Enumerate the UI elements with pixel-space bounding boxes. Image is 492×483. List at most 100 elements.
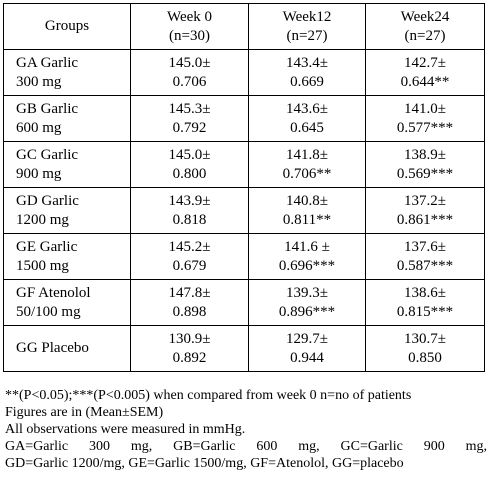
- mean-value: 145.2±: [168, 238, 211, 255]
- value-cell: 145.3± 0.792: [130, 95, 249, 142]
- value-cell: 143.9± 0.818: [130, 187, 249, 234]
- mean-value: 138.9±: [404, 146, 446, 163]
- sem-value: 0.898: [172, 303, 207, 320]
- mean-value: 137.6±: [404, 238, 446, 255]
- group-cell: GD Garlic 1200 mg: [3, 187, 131, 234]
- value-cell: 137.6± 0.587***: [365, 233, 485, 280]
- group-label: 300 mg: [16, 73, 62, 90]
- blood-pressure-table: Groups Week 0 (n=30) Week12 (n=27) Week2…: [3, 3, 485, 372]
- sem-value: 0.896***: [278, 303, 336, 320]
- sem-value: 0.644**: [400, 73, 450, 90]
- sem-value: 0.669: [290, 73, 324, 90]
- mean-value: 137.2±: [404, 192, 446, 209]
- footnote-legend-line1: GA=Garlic 300 mg, GB=Garlic 600 mg, GC=G…: [5, 439, 487, 454]
- group-label: 1500 mg: [16, 257, 69, 274]
- mean-value: 143.4±: [286, 54, 328, 71]
- mean-value: 143.6±: [286, 100, 328, 117]
- value-cell: 145.2± 0.679: [130, 233, 249, 280]
- table-row: GC Garlic 900 mg 145.0± 0.800 141.8± 0.706** 1…: [3, 141, 485, 188]
- sem-value: 0.792: [172, 119, 207, 136]
- value-cell: 138.9± 0.569***: [365, 141, 485, 188]
- group-label: GF Atenolol: [16, 284, 91, 301]
- group-cell: GF Atenolol 50/100 mg: [3, 279, 131, 326]
- group-cell: GG Placebo: [3, 325, 131, 372]
- group-label: GA Garlic: [16, 54, 79, 71]
- sem-value: 0.818: [172, 211, 207, 228]
- group-label: GB Garlic: [16, 100, 79, 117]
- mean-value: 138.6±: [404, 284, 446, 301]
- value-cell: 145.0± 0.800: [130, 141, 249, 188]
- header-label: Week 0: [166, 8, 213, 25]
- group-label: GC Garlic: [16, 146, 79, 163]
- table-row: GD Garlic 1200 mg 143.9± 0.818 140.8± 0.811**…: [3, 187, 485, 234]
- value-cell: 145.0± 0.706: [130, 49, 249, 96]
- value-cell: 139.3± 0.896***: [248, 279, 366, 326]
- header-label: Week12: [282, 8, 332, 25]
- header-label: Groups: [44, 18, 90, 34]
- header-n: (n=27): [286, 27, 328, 44]
- sem-value: 0.800: [172, 165, 207, 182]
- sem-value: 0.861***: [396, 211, 454, 228]
- footnote-significance: **(P<0.05);***(P<0.005) when compared fr…: [5, 388, 412, 403]
- group-label: 50/100 mg: [16, 303, 81, 320]
- sem-value: 0.706**: [282, 165, 332, 182]
- sem-value: 0.587***: [396, 257, 454, 274]
- sem-value: 0.811**: [282, 211, 332, 228]
- value-cell: 138.6± 0.815***: [365, 279, 485, 326]
- mean-value: 147.8±: [168, 284, 211, 301]
- table-row: GE Garlic 1500 mg 145.2± 0.679 141.6 ± 0.696*…: [3, 233, 485, 280]
- header-n: (n=30): [169, 27, 210, 44]
- footnote-units: All observations were measured in mmHg.: [5, 422, 246, 437]
- value-cell: 141.0± 0.577***: [365, 95, 485, 142]
- sem-value: 0.815***: [396, 303, 454, 320]
- sem-value: 0.569***: [396, 165, 454, 182]
- header-label: Week24: [400, 8, 450, 25]
- footnote-figures: Figures are in (Mean±SEM): [5, 405, 164, 420]
- footnote-legend-line2: GD=Garlic 1200/mg, GE=Garlic 1500/mg, GF…: [5, 456, 404, 471]
- group-label: 900 mg: [16, 165, 62, 182]
- sem-value: 0.850: [408, 349, 442, 366]
- group-label: GD Garlic: [16, 192, 79, 209]
- value-cell: 141.6 ± 0.696***: [248, 233, 366, 280]
- value-cell: 130.9± 0.892: [130, 325, 249, 372]
- group-cell: GE Garlic 1500 mg: [3, 233, 131, 280]
- table-row: GG Placebo 130.9± 0.892 129.7± 0.944 130.7± 0.…: [3, 325, 485, 372]
- group-cell: GA Garlic 300 mg: [3, 49, 131, 96]
- group-cell: GC Garlic 900 mg: [3, 141, 131, 188]
- value-cell: 140.8± 0.811**: [248, 187, 366, 234]
- sem-value: 0.679: [172, 257, 207, 274]
- header-week0: Week 0 (n=30): [130, 3, 249, 50]
- table-row: GA Garlic 300 mg 145.0± 0.706 143.4± 0.669 142…: [3, 49, 485, 96]
- group-label: GG Placebo: [16, 340, 89, 356]
- value-cell: 142.7± 0.644**: [365, 49, 485, 96]
- value-cell: 137.2± 0.861***: [365, 187, 485, 234]
- value-cell: 130.7± 0.850: [365, 325, 485, 372]
- table-row: GB Garlic 600 mg 145.3± 0.792 143.6± 0.645 141…: [3, 95, 485, 142]
- mean-value: 141.6 ±: [284, 238, 330, 255]
- mean-value: 129.7±: [286, 330, 328, 347]
- value-cell: 129.7± 0.944: [248, 325, 366, 372]
- group-label: 1200 mg: [16, 211, 69, 228]
- value-cell: 147.8± 0.898: [130, 279, 249, 326]
- table-footnotes: **(P<0.05);***(P<0.005) when compared fr…: [5, 387, 487, 472]
- header-week12: Week12 (n=27): [248, 3, 366, 50]
- mean-value: 141.8±: [286, 146, 328, 163]
- value-cell: 141.8± 0.706**: [248, 141, 366, 188]
- header-row: Groups Week 0 (n=30) Week12 (n=27) Week2…: [3, 3, 485, 50]
- mean-value: 130.9±: [168, 330, 211, 347]
- header-n: (n=27): [404, 27, 446, 44]
- sem-value: 0.944: [290, 349, 324, 366]
- results-table-container: Groups Week 0 (n=30) Week12 (n=27) Week2…: [3, 3, 485, 372]
- value-cell: 143.4± 0.669: [248, 49, 366, 96]
- mean-value: 143.9±: [168, 192, 211, 209]
- mean-value: 145.0±: [168, 54, 211, 71]
- mean-value: 142.7±: [404, 54, 446, 71]
- mean-value: 139.3±: [286, 284, 328, 301]
- mean-value: 145.0±: [168, 146, 211, 163]
- sem-value: 0.892: [172, 349, 207, 366]
- sem-value: 0.577***: [396, 119, 454, 136]
- table-row: GF Atenolol 50/100 mg 147.8± 0.898 139.3± 0.8…: [3, 279, 485, 326]
- group-label: 600 mg: [16, 119, 62, 136]
- sem-value: 0.696***: [278, 257, 336, 274]
- sem-value: 0.706: [172, 73, 207, 90]
